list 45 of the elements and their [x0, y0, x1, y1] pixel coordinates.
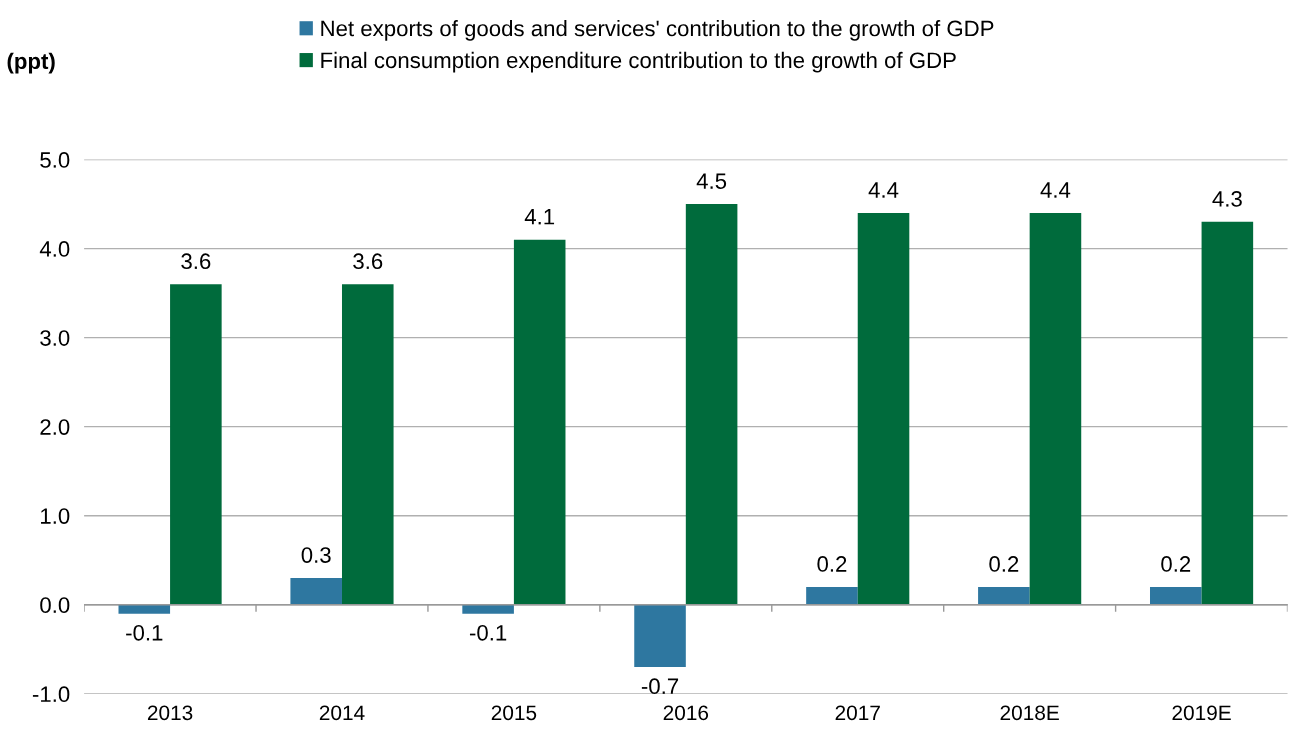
y-tick-label: -1.0 — [32, 686, 70, 703]
bar — [513, 239, 566, 605]
y-tick-label: 0.0 — [40, 597, 70, 613]
bar — [290, 578, 342, 605]
bar — [1201, 221, 1254, 605]
x-tick-label: 2014 — [319, 705, 365, 721]
bar — [170, 284, 222, 605]
bar — [1150, 586, 1202, 605]
data-label: 4.3 — [1212, 191, 1242, 207]
y-axis-title: (ppt) — [7, 52, 55, 74]
bar — [1029, 212, 1082, 605]
legend-label: Final consumption expenditure contribution to the growth of GDP — [321, 51, 956, 73]
data-label: -0.1 — [469, 624, 507, 641]
data-label: 4.4 — [1040, 182, 1071, 198]
bar — [857, 212, 910, 605]
data-label: 0.2 — [817, 556, 847, 572]
bar — [634, 604, 686, 668]
y-tick-label: 3.0 — [40, 330, 70, 346]
data-label: 3.6 — [353, 253, 383, 270]
data-label: 4.5 — [696, 173, 727, 189]
x-tick-label: 2013 — [147, 705, 193, 721]
y-tick-label: 4.0 — [39, 241, 70, 257]
x-tick-label: 2015 — [491, 705, 537, 721]
data-label: 0.2 — [989, 556, 1019, 572]
data-label: 4.1 — [524, 209, 555, 225]
data-label: 3.6 — [181, 253, 211, 270]
y-tick-label: 2.0 — [40, 419, 70, 435]
x-tick-label: 2017 — [835, 705, 880, 721]
data-label: -0.7 — [641, 678, 679, 695]
bar — [806, 586, 858, 605]
x-tick-label: 2019E — [1172, 705, 1231, 721]
bar — [462, 604, 514, 614]
bar — [118, 604, 171, 614]
x-tick-label: 2018E — [1000, 705, 1059, 721]
data-label: 0.2 — [1161, 556, 1191, 572]
y-tick-label: 1.0 — [41, 508, 70, 524]
data-label: 4.4 — [868, 182, 899, 198]
data-label: 0.3 — [301, 547, 331, 563]
bar — [341, 284, 394, 605]
bar — [685, 204, 738, 605]
legend-label: Net exports of goods and services' contribution to the growth of GDP — [321, 20, 994, 41]
bar — [978, 586, 1030, 605]
y-tick-label: 5.0 — [40, 152, 70, 168]
data-label: -0.1 — [126, 624, 163, 641]
x-tick-label: 2016 — [663, 705, 709, 721]
